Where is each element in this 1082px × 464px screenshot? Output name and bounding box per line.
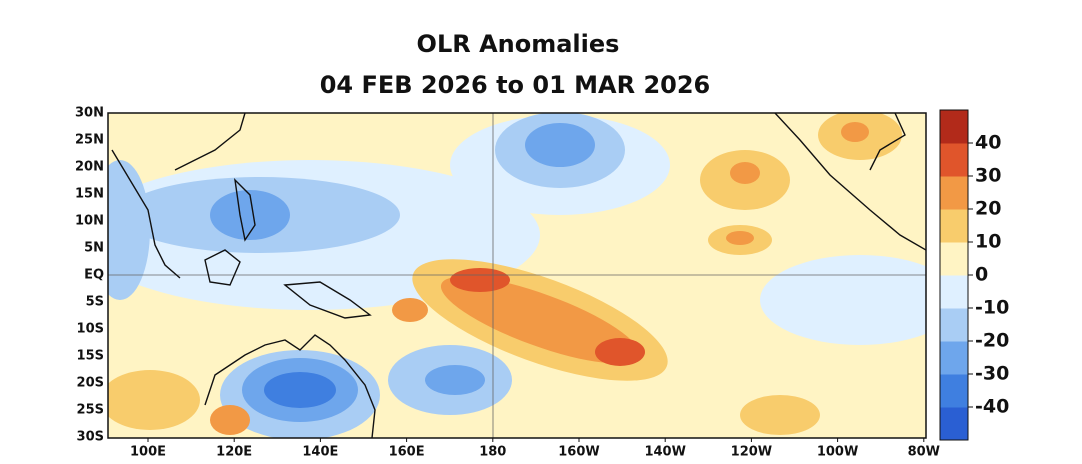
colorbar-label: 30	[975, 165, 1001, 187]
lat-label: 30N	[75, 106, 104, 121]
colorbar-label: 40	[975, 132, 1001, 154]
lon-label: 100E	[130, 445, 166, 460]
colorbar-bin	[940, 308, 968, 342]
colorbar-bin	[940, 176, 968, 210]
lat-label: 15S	[77, 349, 104, 364]
lon-label: 140W	[644, 445, 685, 460]
colorbar-label: -10	[975, 297, 1009, 319]
colorbar-label: 10	[975, 231, 1001, 253]
lon-label: 120W	[731, 445, 772, 460]
colorbar-bin	[940, 242, 968, 276]
lon-label: 180	[479, 445, 506, 460]
lat-label: 30S	[77, 430, 104, 445]
lon-label: 120E	[216, 445, 252, 460]
subtitle: 04 FEB 2026 to 01 MAR 2026	[320, 71, 711, 99]
lat-label: 5N	[84, 241, 104, 256]
lat-label: 25N	[75, 133, 104, 148]
lat-label: 10N	[75, 214, 104, 229]
lat-label: 10S	[77, 322, 104, 337]
colorbar-label: -20	[975, 330, 1009, 352]
title: OLR Anomalies	[417, 30, 620, 58]
lat-label: 20S	[77, 376, 104, 391]
lon-label: 160E	[389, 445, 425, 460]
colorbar-bin	[940, 407, 968, 441]
lat-label: 15N	[75, 187, 104, 202]
colorbar-bin	[940, 209, 968, 243]
lat-label: 25S	[77, 403, 104, 418]
lon-label: 100W	[817, 445, 858, 460]
anomaly-field	[108, 113, 926, 438]
colorbar-label: 0	[975, 264, 988, 286]
colorbar-bin	[940, 341, 968, 375]
colorbar-bin	[940, 110, 968, 144]
colorbar-bin	[940, 275, 968, 309]
lon-label: 80W	[908, 445, 940, 460]
lat-label: 5S	[86, 295, 104, 310]
lon-label: 140E	[302, 445, 338, 460]
colorbar-label: -40	[975, 396, 1009, 418]
lat-label: 20N	[75, 160, 104, 175]
colorbar-label: -30	[975, 363, 1009, 385]
lon-label: 160W	[558, 445, 599, 460]
plot-frame	[107, 112, 927, 439]
colorbar-bin	[940, 374, 968, 408]
colorbar-bin	[940, 143, 968, 177]
colorbar-label: 20	[975, 198, 1001, 220]
lat-label: EQ	[84, 268, 104, 283]
